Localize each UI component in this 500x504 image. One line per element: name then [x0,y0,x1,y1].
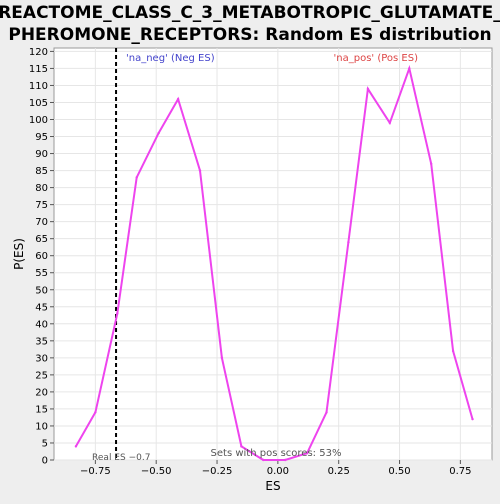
x-tick-label: −0.50 [141,466,172,477]
data-point [451,349,455,353]
data-point [262,458,265,462]
y-tick-label: 75 [35,200,48,211]
data-point [305,451,309,455]
x-axis-label: ES [265,479,280,493]
y-tick-label: 15 [35,404,48,415]
data-point [429,162,433,165]
data-point [157,131,160,135]
real-es-label: Real ES −0.7 [92,453,150,463]
y-tick-label: 80 [35,183,48,194]
y-tick-label: 25 [35,370,48,381]
y-axis: 0 5 10 15 20 25 30 35 40 45 50 55 60 65 70 75 80 85 90 95 10… [29,47,54,467]
x-tick-label: 0.00 [267,466,289,477]
y-tick-label: 20 [35,387,48,398]
y-tick-label: 90 [35,149,48,160]
y-tick-label: 85 [35,166,48,177]
data-point [347,240,350,244]
y-tick-label: 115 [29,64,48,75]
data-point [176,97,180,101]
sets-pos-scores-label: Sets with pos scores: 53% [211,448,342,459]
data-point [116,312,119,315]
y-tick-label: 55 [35,268,48,279]
x-tick-label: 0.25 [328,466,350,477]
x-tick-label: −0.25 [202,466,233,477]
x-tick-label: 0.50 [388,466,410,477]
y-tick-label: 40 [35,319,48,330]
y-tick-label: 70 [35,217,48,228]
chart-title-line-1: REACTOME_CLASS_C_3_METABOTROPIC_GLUTAMAT… [0,3,500,23]
series-line [75,64,474,461]
plot-area [53,47,493,461]
data-point [325,411,328,414]
data-point [94,411,97,414]
y-tick-label: 35 [35,336,48,347]
series-points [74,67,474,462]
data-point [240,445,243,448]
y-tick-label: 120 [29,47,48,58]
neg-es-label: 'na_neg' (Neg ES) [126,53,215,64]
y-tick-label: 65 [35,234,48,245]
x-tick-label: −0.75 [80,466,111,477]
y-tick-label: 50 [35,285,48,296]
data-point [366,87,370,91]
data-point [283,458,287,462]
y-tick-label: 100 [29,115,48,126]
x-tick-label: 0.75 [449,466,471,477]
y-tick-label: 0 [42,456,48,467]
y-tick-label: 95 [35,132,48,143]
data-point [135,176,138,179]
data-point [220,356,224,360]
y-axis-label: P(ES) [12,238,26,270]
grid-lines [54,48,492,461]
y-tick-label: 60 [35,251,48,262]
y-tick-label: 45 [35,302,48,313]
data-point [74,445,78,448]
data-point [408,67,411,70]
y-tick-label: 110 [29,81,48,92]
data-point [471,417,474,421]
y-tick-label: 5 [42,438,48,449]
data-point [198,169,202,172]
data-point [388,121,391,125]
y-tick-label: 10 [35,421,48,432]
chart-title-line-2: PHEROMONE_RECEPTORS: Random ES distribut… [8,25,491,45]
y-tick-label: 105 [29,98,48,109]
pos-es-label: 'na_pos' (Pos ES) [334,53,419,64]
y-tick-label: 30 [35,353,48,364]
